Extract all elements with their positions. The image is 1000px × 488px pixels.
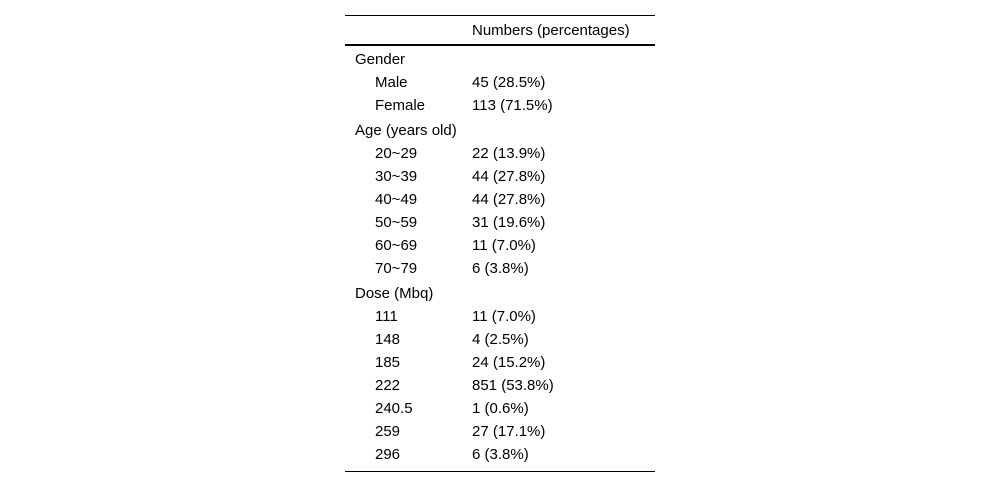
column-header-numbers-percentages: Numbers (percentages) — [472, 21, 630, 39]
row-label: 296 — [375, 446, 401, 463]
table-row: 240.5 1 (0.6%) — [345, 397, 655, 420]
row-value: 6 (3.8%) — [472, 260, 529, 277]
row-value: 1 (0.6%) — [472, 400, 529, 417]
table-row: 70~79 6 (3.8%) — [345, 257, 655, 280]
row-value: 31 (19.6%) — [472, 214, 546, 231]
table-header-row: Numbers (percentages) — [345, 15, 655, 46]
table-row: 222 851 (53.8%) — [345, 374, 655, 397]
row-value: 27 (17.1%) — [472, 423, 546, 440]
row-label: Male — [375, 74, 408, 91]
demographics-table: Numbers (percentages) Gender Male 45 (28… — [345, 15, 655, 472]
table-row: 111 11 (7.0%) — [345, 305, 655, 328]
row-value: 11 (7.0%) — [472, 237, 536, 254]
table-row: 296 6 (3.8%) — [345, 443, 655, 466]
row-label: 30~39 — [375, 168, 418, 185]
row-label: 111 — [375, 308, 398, 325]
row-label: 259 — [375, 423, 401, 440]
section-label: Age (years old) — [355, 122, 457, 139]
section-gender: Gender Male 45 (28.5%) Female 113 (71.5%… — [345, 48, 655, 117]
row-label: 60~69 — [375, 237, 418, 254]
row-value: 44 (27.8%) — [472, 168, 546, 185]
row-value: 11 (7.0%) — [472, 308, 536, 325]
row-label: 50~59 — [375, 214, 418, 231]
row-value: 113 (71.5%) — [472, 97, 553, 114]
table-row: 259 27 (17.1%) — [345, 420, 655, 443]
row-value: 44 (27.8%) — [472, 191, 546, 208]
row-label: 240.5 — [375, 400, 413, 417]
row-value: 851 (53.8%) — [472, 377, 554, 394]
row-label: 185 — [375, 354, 401, 371]
section-dose: Dose (Mbq) 111 11 (7.0%) 148 4 (2.5%) 18… — [345, 282, 655, 466]
row-label: 70~79 — [375, 260, 418, 277]
table-body: Gender Male 45 (28.5%) Female 113 (71.5%… — [345, 48, 655, 472]
row-label: 20~29 — [375, 145, 418, 162]
section-age: Age (years old) 20~29 22 (13.9%) 30~39 4… — [345, 119, 655, 280]
table-row: 185 24 (15.2%) — [345, 351, 655, 374]
table-row: Female 113 (71.5%) — [345, 94, 655, 117]
section-label: Dose (Mbq) — [355, 285, 434, 302]
table-row: 40~49 44 (27.8%) — [345, 188, 655, 211]
row-label: 222 — [375, 377, 401, 394]
table-row: 148 4 (2.5%) — [345, 328, 655, 351]
table-row: 60~69 11 (7.0%) — [345, 234, 655, 257]
row-value: 24 (15.2%) — [472, 354, 546, 371]
row-value: 4 (2.5%) — [472, 331, 529, 348]
table-row: 50~59 31 (19.6%) — [345, 211, 655, 234]
row-value: 6 (3.8%) — [472, 446, 529, 463]
row-label: Female — [375, 97, 426, 114]
table-row: Male 45 (28.5%) — [345, 71, 655, 94]
row-label: 148 — [375, 331, 401, 348]
row-value: 22 (13.9%) — [472, 145, 546, 162]
table-row: 20~29 22 (13.9%) — [345, 142, 655, 165]
row-label: 40~49 — [375, 191, 418, 208]
row-value: 45 (28.5%) — [472, 74, 546, 91]
section-label: Gender — [355, 51, 406, 68]
table-row: 30~39 44 (27.8%) — [345, 165, 655, 188]
